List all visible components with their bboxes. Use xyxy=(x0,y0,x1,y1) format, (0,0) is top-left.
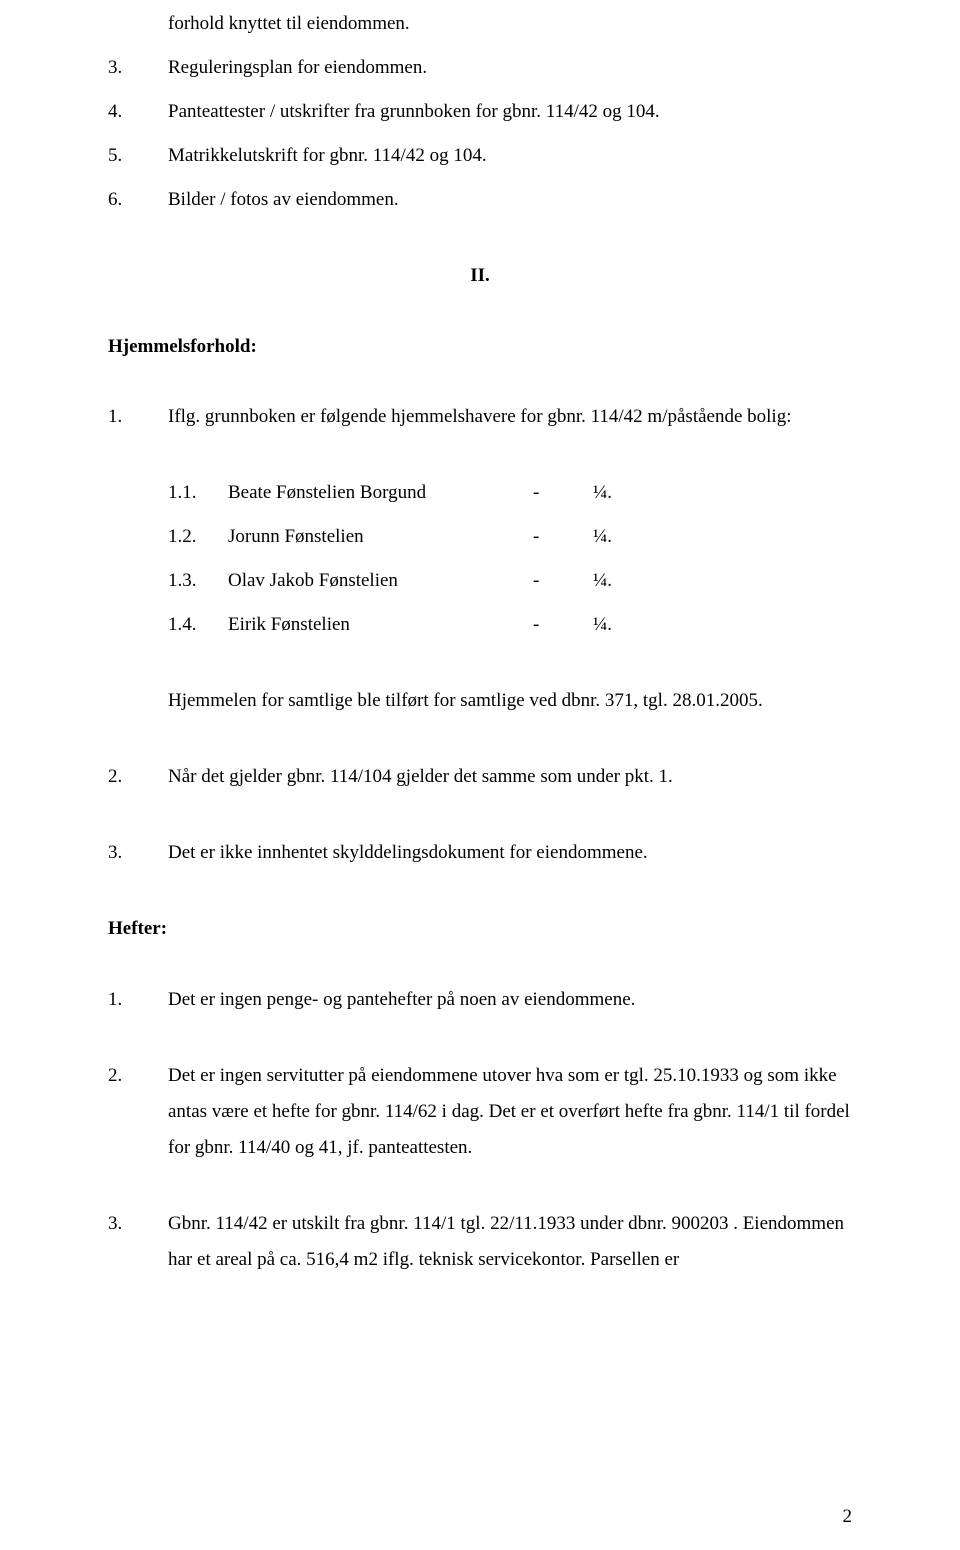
owner-dash: - xyxy=(533,519,593,555)
owner-share: ¼. xyxy=(593,475,612,511)
list-item: 3. Gbnr. 114/42 er utskilt fra gbnr. 114… xyxy=(108,1206,852,1278)
list-number: 3. xyxy=(108,835,168,871)
list-item: 6. Bilder / fotos av eiendommen. xyxy=(108,182,852,218)
owner-row: 1.2. Jorunn Fønstelien - ¼. xyxy=(168,519,852,555)
list-number: 3. xyxy=(108,50,168,86)
owner-share: ¼. xyxy=(593,519,612,555)
list-number: 2. xyxy=(108,1058,168,1166)
owner-name: Beate Fønstelien Borgund xyxy=(228,475,533,511)
list-item: 3. Reguleringsplan for eiendommen. xyxy=(108,50,852,86)
hjemmelen-paragraph: Hjemmelen for samtlige ble tilført for s… xyxy=(108,683,852,719)
list-text: Gbnr. 114/42 er utskilt fra gbnr. 114/1 … xyxy=(168,1206,852,1278)
owner-row: 1.1. Beate Fønstelien Borgund - ¼. xyxy=(168,475,852,511)
owner-dash: - xyxy=(533,475,593,511)
owner-name: Eirik Fønstelien xyxy=(228,607,533,643)
list-number xyxy=(108,6,168,42)
section-title-hjemmelsforhold: Hjemmelsforhold: xyxy=(108,329,852,365)
list-text: forhold knyttet til eiendommen. xyxy=(168,6,852,42)
owner-number: 1.3. xyxy=(168,563,228,599)
list-item: 4. Panteattester / utskrifter fra grunnb… xyxy=(108,94,852,130)
owner-name: Jorunn Fønstelien xyxy=(228,519,533,555)
owner-dash: - xyxy=(533,563,593,599)
list-text: Matrikkelutskrift for gbnr. 114/42 og 10… xyxy=(168,138,852,174)
owner-number: 1.2. xyxy=(168,519,228,555)
owner-number: 1.1. xyxy=(168,475,228,511)
list-item: 1. Iflg. grunnboken er følgende hjemmels… xyxy=(108,399,852,435)
list-number: 1. xyxy=(108,399,168,435)
page-number: 2 xyxy=(843,1499,853,1535)
section-title-hefter: Hefter: xyxy=(108,911,852,947)
list-text: Når det gjelder gbnr. 114/104 gjelder de… xyxy=(168,759,852,795)
owner-name: Olav Jakob Fønstelien xyxy=(228,563,533,599)
continuation-line: forhold knyttet til eiendommen. xyxy=(108,6,852,42)
list-text: Det er ikke innhentet skylddelingsdokume… xyxy=(168,835,852,871)
list-number: 1. xyxy=(108,982,168,1018)
owner-row: 1.3. Olav Jakob Fønstelien - ¼. xyxy=(168,563,852,599)
list-number: 4. xyxy=(108,94,168,130)
list-number: 6. xyxy=(108,182,168,218)
list-number: 5. xyxy=(108,138,168,174)
list-text: Iflg. grunnboken er følgende hjemmelshav… xyxy=(168,399,852,435)
list-text: Bilder / fotos av eiendommen. xyxy=(168,182,852,218)
owner-number: 1.4. xyxy=(168,607,228,643)
owner-dash: - xyxy=(533,607,593,643)
list-item: 2. Når det gjelder gbnr. 114/104 gjelder… xyxy=(108,759,852,795)
owner-share: ¼. xyxy=(593,563,612,599)
list-number: 3. xyxy=(108,1206,168,1278)
list-item: 2. Det er ingen servitutter på eiendomme… xyxy=(108,1058,852,1166)
section-number: II. xyxy=(108,258,852,294)
list-text: Reguleringsplan for eiendommen. xyxy=(168,50,852,86)
list-item: 3. Det er ikke innhentet skylddelingsdok… xyxy=(108,835,852,871)
owner-row: 1.4. Eirik Fønstelien - ¼. xyxy=(168,607,852,643)
list-item: 5. Matrikkelutskrift for gbnr. 114/42 og… xyxy=(108,138,852,174)
owner-share: ¼. xyxy=(593,607,612,643)
list-text: Det er ingen penge- og pantehefter på no… xyxy=(168,982,852,1018)
list-text: Panteattester / utskrifter fra grunnboke… xyxy=(168,94,852,130)
list-number: 2. xyxy=(108,759,168,795)
list-item: 1. Det er ingen penge- og pantehefter på… xyxy=(108,982,852,1018)
list-text: Det er ingen servitutter på eiendommene … xyxy=(168,1058,852,1166)
